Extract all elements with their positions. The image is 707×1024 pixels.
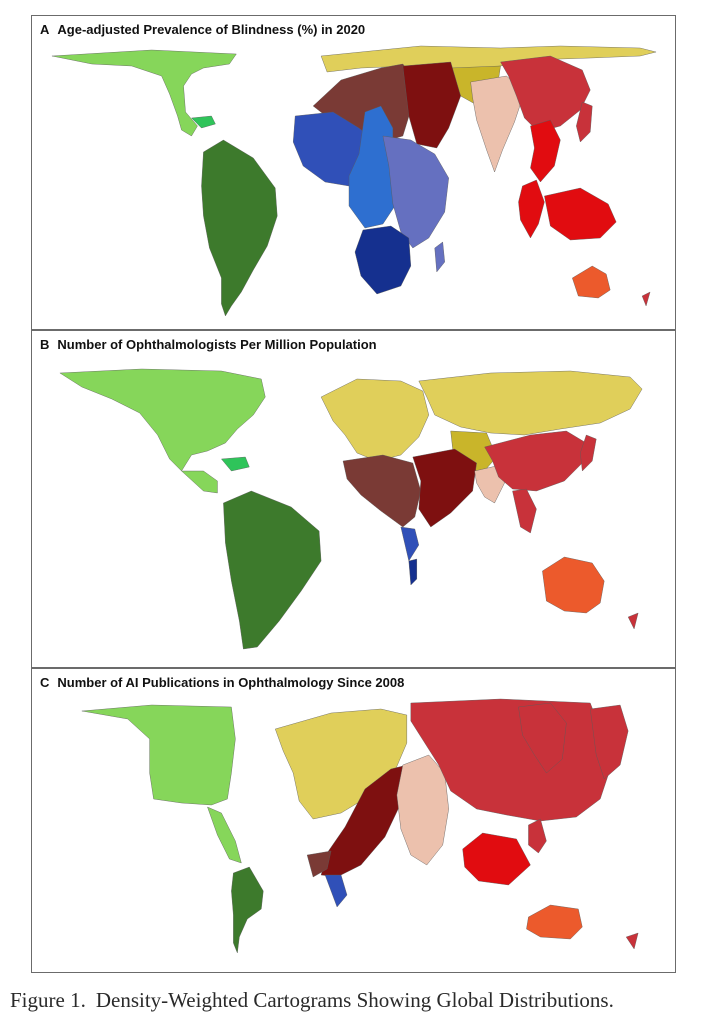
region-central-america bbox=[181, 470, 218, 494]
region-middle-east bbox=[320, 764, 408, 878]
region-middle-east bbox=[402, 61, 461, 149]
region-north-america bbox=[81, 704, 236, 806]
panel-c-title: Number of AI Publications in Ophthalmolo… bbox=[57, 675, 405, 690]
region-east-africa bbox=[400, 526, 419, 562]
panel-b: B Number of Ophthalmologists Per Million … bbox=[31, 330, 676, 668]
region-caribbean bbox=[221, 456, 250, 472]
region-east-asia bbox=[484, 430, 587, 492]
region-japan bbox=[518, 702, 567, 774]
panel-b-heading: B Number of Ophthalmologists Per Million … bbox=[40, 337, 377, 352]
region-north-africa bbox=[342, 454, 421, 528]
region-north-america bbox=[59, 368, 266, 472]
region-new-zealand bbox=[625, 932, 639, 950]
panel-b-letter: B bbox=[40, 337, 50, 352]
region-southeast-asia bbox=[462, 832, 531, 886]
panel-b-map bbox=[59, 368, 643, 650]
region-indonesia-east bbox=[544, 187, 617, 241]
region-south-america bbox=[231, 866, 264, 954]
region-new-zealand bbox=[641, 291, 651, 307]
panel-c: C Number of AI Publications in Ophthalmol… bbox=[31, 668, 676, 973]
panel-a: A Age-adjusted Prevalence of Blindness (%… bbox=[31, 15, 676, 330]
region-australia bbox=[542, 556, 605, 614]
region-japan bbox=[576, 101, 593, 143]
region-southern-africa bbox=[354, 225, 412, 295]
panel-a-map bbox=[51, 45, 657, 317]
region-madagascar bbox=[434, 241, 445, 273]
region-southeast-asia bbox=[512, 488, 537, 534]
figure-caption-label: Figure 1. bbox=[10, 988, 86, 1012]
region-east-asia bbox=[500, 55, 591, 133]
region-new-zealand bbox=[627, 612, 639, 630]
region-caribbean bbox=[191, 115, 216, 129]
region-japan bbox=[580, 434, 597, 472]
panel-a-letter: A bbox=[40, 22, 50, 37]
panel-c-letter: C bbox=[40, 675, 50, 690]
region-north-america bbox=[51, 49, 237, 137]
region-middle-east bbox=[412, 448, 477, 528]
region-australia bbox=[526, 904, 583, 940]
region-australia bbox=[572, 265, 611, 299]
region-taiwan bbox=[528, 818, 547, 854]
region-south-america bbox=[223, 490, 322, 650]
region-north-africa bbox=[306, 850, 332, 878]
panel-c-map bbox=[81, 698, 639, 954]
panel-a-heading: A Age-adjusted Prevalence of Blindness (%… bbox=[40, 22, 365, 37]
panel-b-title: Number of Ophthalmologists Per Million P… bbox=[57, 337, 377, 352]
region-south-asia bbox=[396, 754, 449, 866]
panel-a-title: Age-adjusted Prevalence of Blindness (%)… bbox=[57, 22, 366, 37]
region-southeast-asia bbox=[530, 119, 561, 183]
region-europe bbox=[320, 378, 429, 462]
panel-c-heading: C Number of AI Publications in Ophthalmol… bbox=[40, 675, 404, 690]
region-central-america bbox=[207, 806, 242, 864]
figure-caption-text: Density-Weighted Cartograms Showing Glob… bbox=[95, 988, 614, 1012]
region-indonesia-west bbox=[518, 179, 545, 239]
region-russia-north bbox=[320, 45, 657, 73]
region-russia bbox=[418, 370, 643, 436]
region-southern-africa bbox=[324, 874, 348, 908]
figure-caption: Figure 1. Density-Weighted Cartograms Sho… bbox=[10, 988, 614, 1013]
region-east-africa bbox=[382, 135, 449, 249]
region-south-america bbox=[201, 139, 278, 317]
region-korea-islands bbox=[590, 704, 629, 780]
region-southern-africa bbox=[408, 558, 418, 586]
